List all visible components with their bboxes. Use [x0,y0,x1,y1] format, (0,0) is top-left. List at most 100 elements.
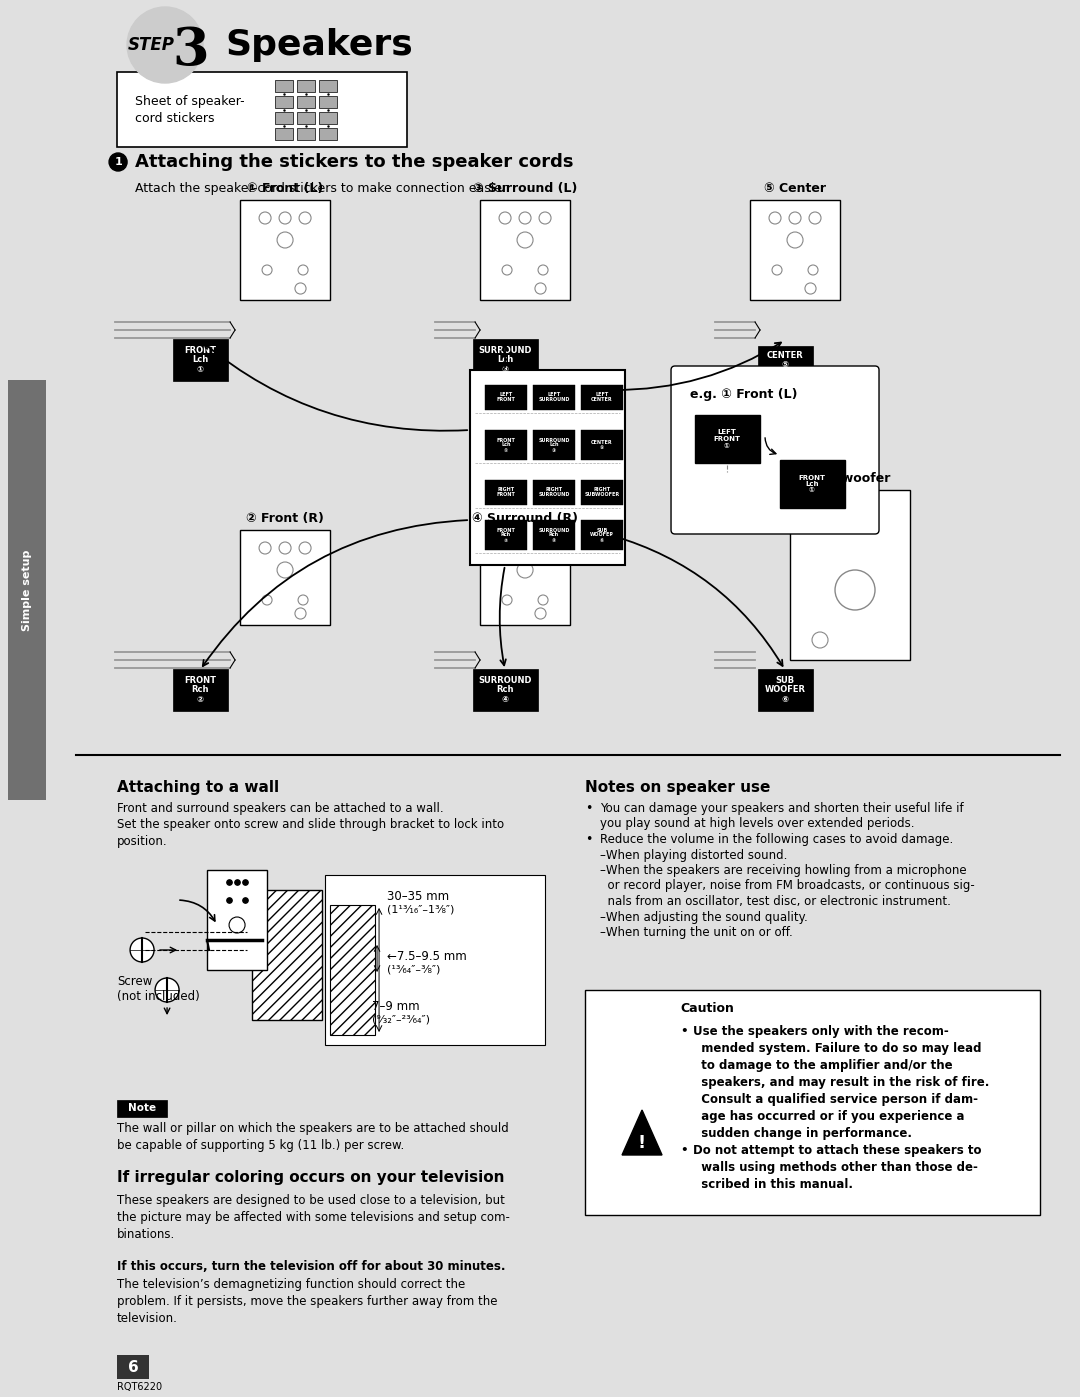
Text: You can damage your speakers and shorten their useful life if: You can damage your speakers and shorten… [600,802,963,814]
Text: FRONT
Lch
①: FRONT Lch ① [184,346,216,374]
Text: FRONT
Rch
②: FRONT Rch ② [184,676,216,704]
Text: STEP: STEP [127,36,175,54]
Text: •: • [680,1025,688,1038]
Text: SURROUND
Rch
④: SURROUND Rch ④ [538,528,570,542]
Text: Simple setup: Simple setup [22,549,32,630]
Bar [297,80,315,92]
Text: Caution: Caution [680,1002,734,1016]
Text: Use the speakers only with the recom-: Use the speakers only with the recom- [693,1025,949,1038]
Polygon shape [622,1111,662,1155]
Text: to damage to the amplifier and/or the: to damage to the amplifier and/or the [693,1059,953,1071]
Text: or record player, noise from FM broadcasts, or continuous sig-: or record player, noise from FM broadcas… [600,880,975,893]
Bar [581,520,623,550]
Bar [207,870,267,970]
Bar [480,529,570,624]
Bar [485,430,527,460]
Text: 6: 6 [127,1359,138,1375]
Bar [325,875,545,1045]
Text: LEFT
CENTER: LEFT CENTER [591,393,612,402]
Bar [8,380,46,800]
Text: CENTER
⑤: CENTER ⑤ [767,351,804,369]
Bar [581,481,623,504]
Text: –When turning the unit on or off.: –When turning the unit on or off. [600,926,793,939]
Text: LEFT
FRONT
①: LEFT FRONT ① [714,429,741,448]
Text: walls using methods other than those de-: walls using methods other than those de- [693,1161,977,1173]
Bar [485,386,527,409]
Text: RIGHT
FRONT: RIGHT FRONT [497,488,515,497]
Text: e.g. ① Front (L): e.g. ① Front (L) [690,388,797,401]
Bar [275,96,293,108]
Bar [791,490,910,659]
Text: SUB
WOOFER
⑥: SUB WOOFER ⑥ [765,676,806,704]
Text: 1: 1 [114,156,122,168]
Text: •: • [680,1144,688,1157]
Text: –When playing distorted sound.: –When playing distorted sound. [600,848,787,862]
Bar [470,370,625,564]
Circle shape [156,978,179,1002]
Text: ←7.5–9.5 mm: ←7.5–9.5 mm [387,950,467,963]
Text: These speakers are designed to be used close to a television, but
the picture ma: These speakers are designed to be used c… [117,1194,510,1241]
Circle shape [109,154,127,170]
Text: Speakers: Speakers [225,28,413,61]
Text: Front and surround speakers can be attached to a wall.: Front and surround speakers can be attac… [117,802,444,814]
Bar [585,990,1040,1215]
Text: mended system. Failure to do so may lead: mended system. Failure to do so may lead [693,1042,982,1055]
Bar [297,112,315,124]
Text: ③ Surround (L): ③ Surround (L) [473,182,577,196]
Text: speakers, and may result in the risk of fire.: speakers, and may result in the risk of … [693,1076,989,1090]
Bar [330,905,375,1035]
Bar [534,430,575,460]
Text: Consult a qualified service person if dam-: Consult a qualified service person if da… [693,1092,978,1106]
Text: –When the speakers are receiving howling from a microphone: –When the speakers are receiving howling… [600,863,967,877]
Text: –When adjusting the sound quality.: –When adjusting the sound quality. [600,911,808,923]
Bar [485,481,527,504]
Text: SUB
WOOFER
⑥: SUB WOOFER ⑥ [590,528,615,542]
Circle shape [130,937,154,963]
Text: If irregular coloring occurs on your television: If irregular coloring occurs on your tel… [117,1171,504,1185]
Bar [117,1099,167,1118]
Bar [581,386,623,409]
Text: 7–9 mm: 7–9 mm [372,1000,420,1013]
Text: age has occurred or if you experience a: age has occurred or if you experience a [693,1111,964,1123]
Bar [319,129,337,140]
Text: CENTER
⑤: CENTER ⑤ [591,440,612,450]
Text: ④ Surround (R): ④ Surround (R) [472,511,578,525]
Text: (not included): (not included) [117,990,200,1003]
FancyBboxPatch shape [671,366,879,534]
Text: sudden change in performance.: sudden change in performance. [693,1127,912,1140]
Bar [758,669,813,711]
Text: FRONT
Lch
①: FRONT Lch ① [798,475,825,493]
Text: (¹³⁄₆₄″–³⁄₈″): (¹³⁄₆₄″–³⁄₈″) [387,965,441,975]
Bar [297,96,315,108]
Circle shape [127,7,203,82]
Bar [480,200,570,300]
Text: FRONT
Rch
②: FRONT Rch ② [497,528,515,542]
Text: SURROUND
Rch
④: SURROUND Rch ④ [478,676,531,704]
Text: 30–35 mm: 30–35 mm [387,890,449,902]
Text: Attaching the stickers to the speaker cords: Attaching the stickers to the speaker co… [135,154,573,170]
Text: If this occurs, turn the television off for about 30 minutes.: If this occurs, turn the television off … [117,1260,505,1273]
Text: ① Front (L): ① Front (L) [247,182,323,196]
Text: The television’s demagnetizing function should correct the
problem. If it persis: The television’s demagnetizing function … [117,1278,498,1324]
Text: RIGHT
SURROUND: RIGHT SURROUND [538,488,570,497]
Bar [319,112,337,124]
Text: SURROUND
Lch
③: SURROUND Lch ③ [538,437,570,453]
Text: Sheet of speaker-
cord stickers: Sheet of speaker- cord stickers [135,95,245,126]
Text: RIGHT
SUBWOOFER: RIGHT SUBWOOFER [584,488,620,497]
Text: 3: 3 [173,25,210,75]
Bar [252,890,322,1020]
Text: (1¹³⁄₁₆″–1³⁄₈″): (1¹³⁄₁₆″–1³⁄₈″) [387,904,455,914]
Text: The wall or pillar on which the speakers are to be attached should
be capable of: The wall or pillar on which the speakers… [117,1122,509,1153]
Text: Do not attempt to attach these speakers to: Do not attempt to attach these speakers … [693,1144,982,1157]
Bar [750,200,840,300]
Text: Screw: Screw [117,975,152,988]
Text: you play sound at high levels over extended periods.: you play sound at high levels over exten… [600,817,915,830]
Text: Reduce the volume in the following cases to avoid damage.: Reduce the volume in the following cases… [600,833,954,847]
Text: Attach the speaker-cord stickers to make connection easier.: Attach the speaker-cord stickers to make… [135,182,510,196]
Bar [297,129,315,140]
Text: FRONT
Lch
①: FRONT Lch ① [497,437,515,453]
Bar [534,386,575,409]
Bar [275,129,293,140]
Bar [117,73,407,147]
Text: •: • [585,802,593,814]
